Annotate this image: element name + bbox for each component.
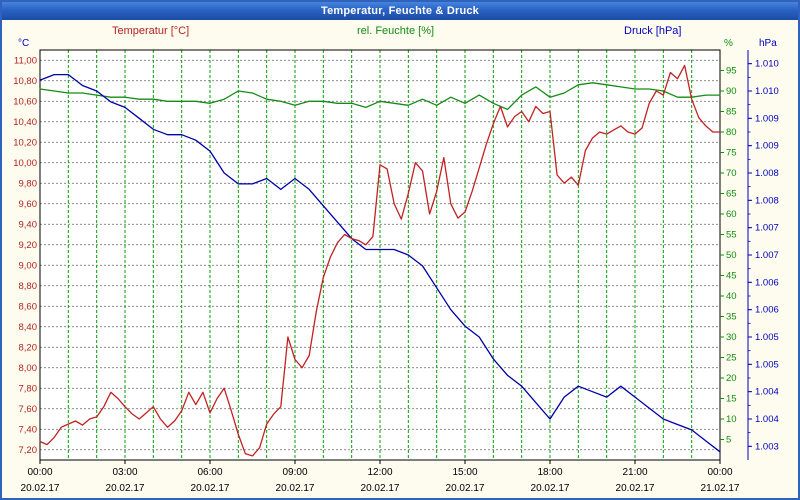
svg-text:90: 90	[726, 86, 737, 97]
svg-text:1.006: 1.006	[755, 277, 779, 288]
svg-text:1.005: 1.005	[755, 359, 779, 370]
svg-text:80: 80	[726, 127, 737, 138]
svg-text:9,60: 9,60	[19, 199, 38, 210]
svg-text:09:00: 09:00	[282, 467, 307, 478]
svg-text:20.02.17: 20.02.17	[276, 483, 315, 494]
svg-text:1.007: 1.007	[755, 223, 779, 234]
svg-text:1.007: 1.007	[755, 250, 779, 261]
svg-text:20.02.17: 20.02.17	[21, 483, 60, 494]
svg-text:8,20: 8,20	[19, 342, 38, 353]
svg-text:95: 95	[726, 66, 737, 77]
svg-text:70: 70	[726, 168, 737, 179]
svg-text:9,00: 9,00	[19, 260, 38, 271]
svg-text:9,20: 9,20	[19, 240, 38, 251]
svg-text:00:00: 00:00	[707, 467, 732, 478]
svg-text:10,80: 10,80	[13, 76, 37, 87]
svg-text:7,40: 7,40	[19, 424, 38, 435]
svg-text:7,60: 7,60	[19, 404, 38, 415]
svg-text:8,40: 8,40	[19, 322, 38, 333]
svg-text:1.003: 1.003	[755, 441, 779, 452]
svg-text:9,80: 9,80	[19, 178, 38, 189]
svg-text:15: 15	[726, 394, 737, 405]
svg-text:45: 45	[726, 271, 737, 282]
svg-text:12:00: 12:00	[367, 467, 392, 478]
svg-text:85: 85	[726, 107, 737, 118]
svg-text:03:00: 03:00	[112, 467, 137, 478]
svg-text:20.02.17: 20.02.17	[616, 483, 655, 494]
svg-text:8,00: 8,00	[19, 363, 38, 374]
svg-text:30: 30	[726, 332, 737, 343]
svg-text:18:00: 18:00	[537, 467, 562, 478]
pressure-axis-unit-label: hPa	[759, 38, 777, 49]
svg-text:21.02.17: 21.02.17	[701, 483, 740, 494]
svg-text:1.009: 1.009	[755, 141, 779, 152]
svg-text:15:00: 15:00	[452, 467, 477, 478]
window-titlebar: Temperatur, Feuchte & Druck	[2, 2, 798, 20]
svg-text:1.010: 1.010	[755, 86, 779, 97]
svg-text:06:00: 06:00	[197, 467, 222, 478]
svg-text:7,20: 7,20	[19, 445, 38, 456]
svg-text:20.02.17: 20.02.17	[446, 483, 485, 494]
chart-area: Temperatur [°C] rel. Feuchte [%] Druck […	[2, 20, 798, 498]
svg-text:1.008: 1.008	[755, 195, 779, 206]
svg-text:20.02.17: 20.02.17	[191, 483, 230, 494]
svg-text:8,60: 8,60	[19, 301, 38, 312]
svg-text:1.006: 1.006	[755, 305, 779, 316]
svg-text:20.02.17: 20.02.17	[361, 483, 400, 494]
svg-text:55: 55	[726, 230, 737, 241]
svg-text:10,20: 10,20	[13, 137, 37, 148]
svg-text:10,40: 10,40	[13, 117, 37, 128]
svg-text:11,00: 11,00	[14, 55, 37, 66]
svg-text:8,80: 8,80	[19, 281, 38, 292]
svg-text:1.010: 1.010	[755, 59, 779, 70]
chart-canvas: 11,00 10,80 10,60 10,40 10,20 10,00 9,80 9,60 9,…	[13, 49, 779, 494]
svg-text:9,40: 9,40	[19, 219, 38, 230]
legend-humidity-label: rel. Feuchte [%]	[357, 25, 435, 37]
humidity-axis-unit-label: %	[724, 38, 733, 49]
svg-text:1.008: 1.008	[755, 168, 779, 179]
svg-text:75: 75	[726, 148, 737, 159]
svg-text:20: 20	[726, 373, 737, 384]
svg-text:5: 5	[726, 435, 731, 446]
svg-text:35: 35	[726, 312, 737, 323]
svg-text:21:00: 21:00	[622, 467, 647, 478]
svg-text:10: 10	[726, 414, 737, 425]
legend-temperature-label: Temperatur [°C]	[112, 25, 190, 37]
svg-text:1.005: 1.005	[755, 332, 779, 343]
svg-text:10,00: 10,00	[13, 158, 37, 169]
svg-text:25: 25	[726, 353, 737, 364]
svg-text:1.004: 1.004	[755, 387, 779, 398]
temperature-axis-unit-label: °C	[18, 38, 30, 49]
svg-text:40: 40	[726, 291, 737, 302]
svg-text:20.02.17: 20.02.17	[106, 483, 145, 494]
window-title: Temperatur, Feuchte & Druck	[320, 5, 479, 17]
svg-text:10,60: 10,60	[13, 96, 37, 107]
svg-text:20.02.17: 20.02.17	[531, 483, 570, 494]
svg-text:7,80: 7,80	[19, 383, 38, 394]
svg-text:1.009: 1.009	[755, 113, 779, 124]
svg-text:1.004: 1.004	[755, 414, 779, 425]
svg-text:50: 50	[726, 250, 737, 261]
legend-pressure-label: Druck [hPa]	[624, 25, 682, 37]
svg-text:65: 65	[726, 189, 737, 200]
svg-text:00:00: 00:00	[27, 467, 52, 478]
svg-text:60: 60	[726, 209, 737, 220]
